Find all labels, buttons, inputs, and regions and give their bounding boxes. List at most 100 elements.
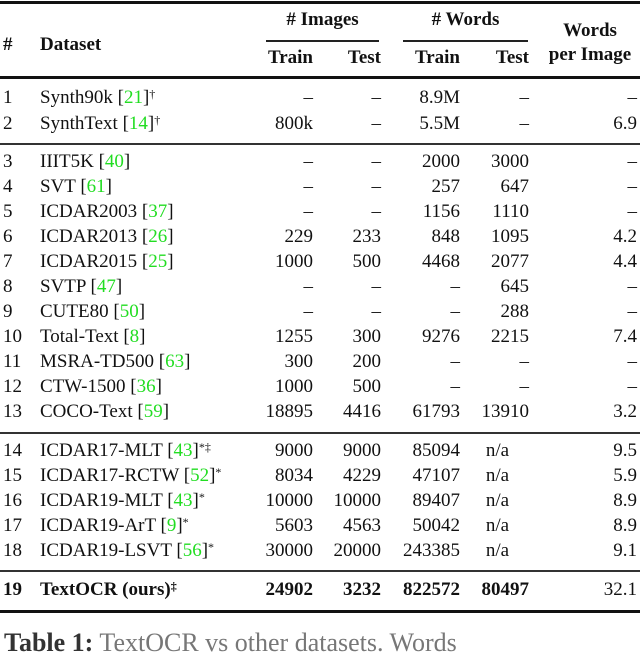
citation-link[interactable]: 21 <box>123 87 143 108</box>
citation-link[interactable]: 43 <box>173 490 193 511</box>
word-test-cell: n/a <box>485 515 510 536</box>
word-train-cell: 50042 <box>412 515 461 536</box>
dataset-name: ICDAR19-LSVT <box>40 540 172 561</box>
img-test-cell: 9000 <box>343 440 381 461</box>
word-test-cell: 645 <box>500 276 530 297</box>
dataset-name-cell: IIIT5K [40] <box>40 151 131 172</box>
header-rule <box>0 76 640 79</box>
citation-link[interactable]: 8 <box>129 326 140 347</box>
dataset-name-cell: TextOCR (ours)‡ <box>40 579 177 601</box>
row-number: 16 <box>3 490 22 511</box>
header-wpi-line1: Words <box>563 20 617 41</box>
dataset-name: ICDAR17-MLT <box>40 440 163 461</box>
citation-link[interactable]: 61 <box>86 176 106 197</box>
dataset-name-cell: Synth90k [21]† <box>40 87 156 108</box>
citation-link[interactable]: 50 <box>119 301 139 322</box>
citation-link[interactable]: 59 <box>143 401 163 422</box>
word-train-cell: – <box>450 276 461 297</box>
dataset-name: MSRA-TD500 <box>40 351 155 372</box>
wpi-cell: – <box>627 87 638 108</box>
footnote-mark: * <box>182 515 189 529</box>
dataset-name-cell: MSRA-TD500 [63] <box>40 351 191 372</box>
word-train-cell: 257 <box>431 176 461 197</box>
section-rule-3 <box>0 570 640 572</box>
citation-link[interactable]: 56 <box>182 540 202 561</box>
dataset-name: ICDAR19-MLT <box>40 490 163 511</box>
word-test-cell: n/a <box>485 440 510 461</box>
row-number: 12 <box>3 376 22 397</box>
citation-link[interactable]: 36 <box>136 376 156 397</box>
wpi-cell: 4.4 <box>613 251 637 272</box>
row-number: 8 <box>3 276 13 297</box>
word-train-cell: 47107 <box>412 465 461 486</box>
citation-link[interactable]: 52 <box>190 465 210 486</box>
citation-link[interactable]: 43 <box>173 440 193 461</box>
row-number: 14 <box>3 440 22 461</box>
word-test-cell: – <box>519 113 530 134</box>
citation-link[interactable]: 40 <box>104 151 124 172</box>
word-test-cell: – <box>519 87 530 108</box>
dataset-name: ICDAR17-RCTW <box>40 465 179 486</box>
dataset-name: IIIT5K <box>40 151 94 172</box>
img-train-cell: – <box>303 151 314 172</box>
citation-link[interactable]: 14 <box>128 113 148 134</box>
word-test-cell: 1095 <box>491 226 529 247</box>
img-test-cell: – <box>371 201 382 222</box>
dataset-name-cell: CUTE80 [50] <box>40 301 146 322</box>
img-test-cell: 20000 <box>333 540 382 561</box>
img-test-cell: – <box>371 87 382 108</box>
citation-link[interactable]: 37 <box>148 201 168 222</box>
citation-link[interactable]: 25 <box>148 251 168 272</box>
dataset-name-cell: ICDAR19-MLT [43]* <box>40 490 205 511</box>
wpi-cell: – <box>627 301 638 322</box>
wpi-cell: – <box>627 276 638 297</box>
row-number: 7 <box>3 251 13 272</box>
dataset-name: SVTP <box>40 276 86 297</box>
word-test-cell: 3000 <box>491 151 529 172</box>
wpi-cell: 9.1 <box>613 540 637 561</box>
img-train-cell: 1255 <box>275 326 313 347</box>
word-test-cell: n/a <box>485 490 510 511</box>
word-train-cell: – <box>450 301 461 322</box>
wpi-cell: 32.1 <box>603 579 637 600</box>
word-train-cell: 822572 <box>403 579 460 600</box>
footnote-mark: † <box>154 113 161 127</box>
wpi-cell: – <box>627 351 638 372</box>
img-train-cell: 229 <box>284 226 314 247</box>
img-train-cell: 8034 <box>275 465 313 486</box>
header-words-train: Train <box>414 47 460 68</box>
img-test-cell: 500 <box>352 376 382 397</box>
citation-link[interactable]: 63 <box>165 351 185 372</box>
dataset-name-cell: ICDAR2003 [37] <box>40 201 174 222</box>
img-test-cell: – <box>371 276 382 297</box>
dataset-name: ICDAR2003 <box>40 201 138 222</box>
img-test-cell: 4563 <box>343 515 381 536</box>
citation-link[interactable]: 26 <box>148 226 168 247</box>
img-test-cell: – <box>371 301 382 322</box>
img-test-cell: 200 <box>352 351 382 372</box>
img-train-cell: 24902 <box>265 579 314 600</box>
row-number: 19 <box>3 579 22 600</box>
header-images-test: Test <box>347 47 381 68</box>
footnote-mark: * <box>198 490 205 504</box>
word-test-cell: 2215 <box>491 326 529 347</box>
word-train-cell: 848 <box>431 226 461 247</box>
dataset-name: COCO-Text <box>40 401 133 422</box>
word-test-cell: – <box>519 376 530 397</box>
word-train-cell: 9276 <box>422 326 460 347</box>
word-test-cell: – <box>519 351 530 372</box>
row-number: 18 <box>3 540 22 561</box>
img-test-cell: – <box>371 151 382 172</box>
img-train-cell: – <box>303 301 314 322</box>
citation-link[interactable]: 47 <box>96 276 116 297</box>
dataset-name: Total-Text <box>40 326 119 347</box>
img-train-cell: 1000 <box>275 251 313 272</box>
word-test-cell: n/a <box>485 465 510 486</box>
dataset-name: TextOCR (ours) <box>40 579 171 600</box>
dataset-name: CTW-1500 <box>40 376 126 397</box>
header-dataset: Dataset <box>40 34 102 55</box>
citation-link[interactable]: 9 <box>166 515 177 536</box>
img-test-cell: – <box>371 176 382 197</box>
dataset-name-cell: Total-Text [8] <box>40 326 146 347</box>
img-train-cell: – <box>303 176 314 197</box>
